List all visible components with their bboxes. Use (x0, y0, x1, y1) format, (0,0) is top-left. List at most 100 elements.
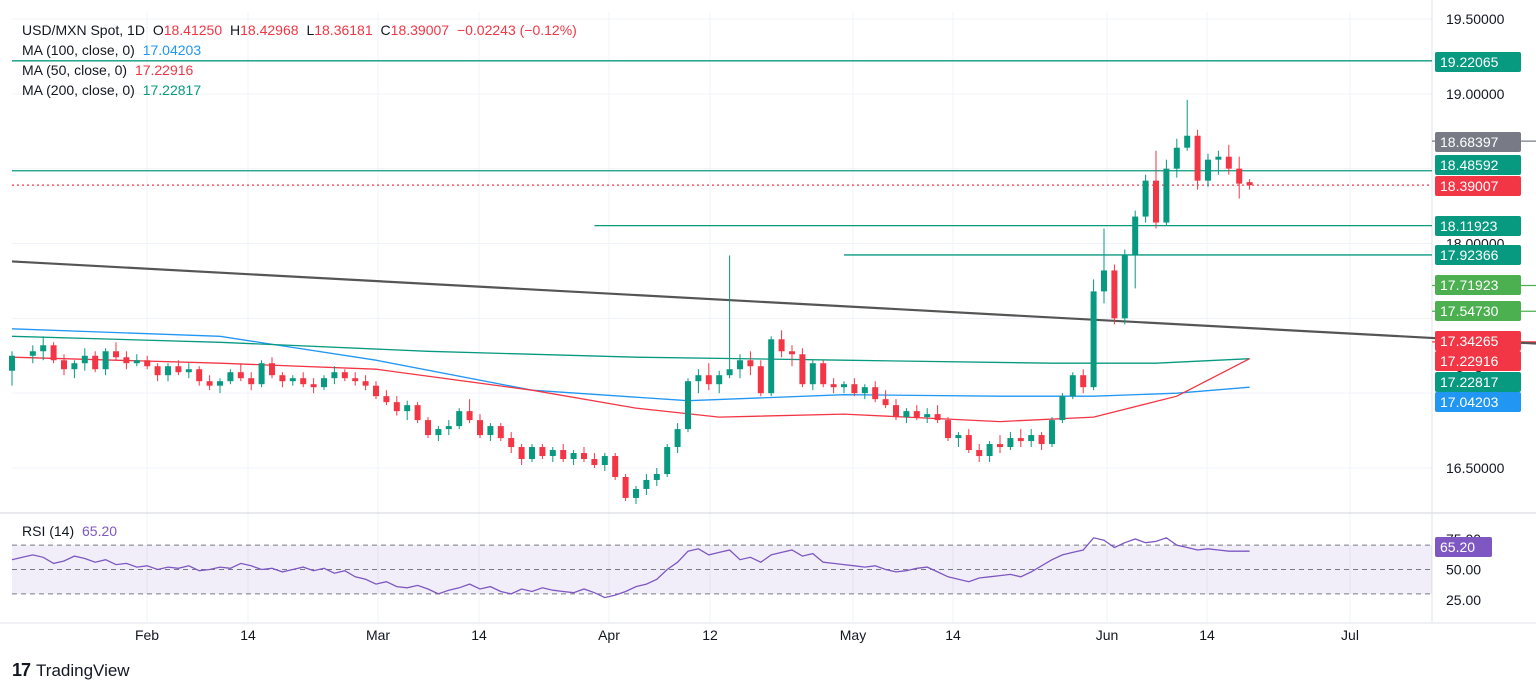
price-label-box (1435, 245, 1521, 265)
price-label-box (1435, 275, 1521, 295)
price-label-text: 17.54730 (1440, 303, 1499, 319)
time-tick-label: 12 (702, 627, 718, 643)
time-tick-label: May (840, 627, 866, 643)
time-tick-label: Mar (366, 627, 390, 643)
candle-body (976, 450, 983, 457)
close-label: C (380, 22, 391, 38)
candle-body (591, 459, 598, 466)
price-label-box (1435, 372, 1521, 392)
price-label-box (1435, 392, 1521, 412)
candle-body (175, 366, 182, 373)
open-value: 18.41250 (163, 22, 223, 38)
price-label-text: 18.39007 (1440, 178, 1499, 194)
candle-body (674, 429, 681, 448)
price-label-text: 17.22817 (1440, 374, 1499, 390)
candle-body (1236, 168, 1243, 184)
candle-body (1038, 435, 1045, 445)
candle-body (529, 447, 535, 460)
low-value: 18.36181 (314, 22, 373, 38)
candle-body (123, 357, 130, 364)
candle-body (1215, 156, 1222, 160)
candle-body (778, 339, 785, 352)
candle-body (1173, 147, 1180, 169)
rsi-label-box (1435, 537, 1492, 557)
candle-body (414, 405, 421, 421)
candle-body (601, 456, 608, 466)
candle-body (820, 363, 827, 385)
trendline-line (11, 260, 1536, 345)
candle-body (622, 476, 629, 498)
candle-body (1090, 291, 1097, 388)
change-value: −0.02243 (−0.12%) (456, 22, 577, 38)
candle-body (310, 384, 317, 388)
candle-body (50, 345, 57, 361)
candle-body (217, 381, 223, 386)
candle-body (913, 411, 920, 418)
candle-body (425, 420, 431, 436)
candle-body (653, 473, 660, 480)
candle-body (331, 372, 338, 379)
open-label: O (152, 22, 164, 38)
candle-body (830, 384, 837, 388)
candle-body (965, 435, 972, 451)
candle-body (643, 479, 650, 489)
candle-body (1153, 180, 1159, 223)
ma200-value: 17.22817 (142, 82, 202, 98)
candle-body (196, 369, 203, 382)
candle-body (893, 405, 899, 418)
candle-body (633, 488, 639, 498)
candle-body (497, 426, 504, 439)
candle-body (165, 366, 171, 376)
candle-body (768, 339, 775, 394)
grid-lines (12, 12, 1432, 622)
candle-body (1059, 396, 1066, 421)
ma100-line (11, 328, 1250, 402)
candle-body (903, 411, 910, 418)
close-value: 18.39007 (390, 22, 450, 38)
price-label-box (1435, 351, 1521, 371)
candle-body (716, 375, 723, 385)
tradingview-brand[interactable]: 17 TradingView (12, 660, 130, 681)
time-tick-label: Feb (135, 627, 159, 643)
candle-body (71, 363, 78, 370)
rsi-tick-label: 50.00 (1446, 562, 1481, 578)
candle-body (549, 450, 556, 457)
price-axis[interactable]: 19.5000019.0000018.0000016.5000075.0050.… (1446, 11, 1505, 608)
price-label-box (1435, 301, 1521, 321)
price-label-text: 17.71923 (1440, 277, 1499, 293)
candle-body (258, 363, 265, 385)
rsi-value: 65.20 (82, 523, 118, 539)
rsi-label: RSI (14) (22, 523, 75, 539)
price-label-text: 17.34265 (1440, 333, 1499, 349)
candle-body (508, 438, 515, 448)
candle-body (934, 414, 941, 421)
candle-body (747, 360, 754, 367)
candle-body (695, 375, 702, 382)
candle-body (1163, 168, 1170, 223)
price-label-text: 17.92366 (1440, 247, 1499, 263)
candle-body (383, 396, 390, 403)
candle-body (373, 385, 379, 397)
candle-body (269, 363, 275, 376)
candle-body (789, 351, 795, 355)
candle-body (404, 405, 411, 412)
ma100-legend: MA (100, close, 0) 17.04203 (22, 40, 205, 60)
candle-body (664, 447, 671, 474)
candle-body (1111, 270, 1118, 319)
candle-body (1007, 438, 1014, 448)
candle-body (726, 369, 733, 376)
candle-body (237, 372, 244, 379)
time-axis[interactable]: Feb 14 Mar 14 Apr 12 May 14 Jun 14 Jul (135, 627, 1359, 643)
symbol-title: USD/MXN Spot, 1D (22, 22, 145, 38)
candle-body (518, 447, 525, 460)
candle-body (321, 378, 327, 388)
candle-body (1080, 375, 1087, 388)
ma50-line (11, 356, 1250, 423)
ma200-line (11, 335, 1250, 364)
candle-body (154, 366, 161, 376)
low-label: L (306, 22, 315, 38)
candle-body (1028, 435, 1035, 442)
candle-body (997, 444, 1003, 448)
candle-body (341, 372, 348, 379)
